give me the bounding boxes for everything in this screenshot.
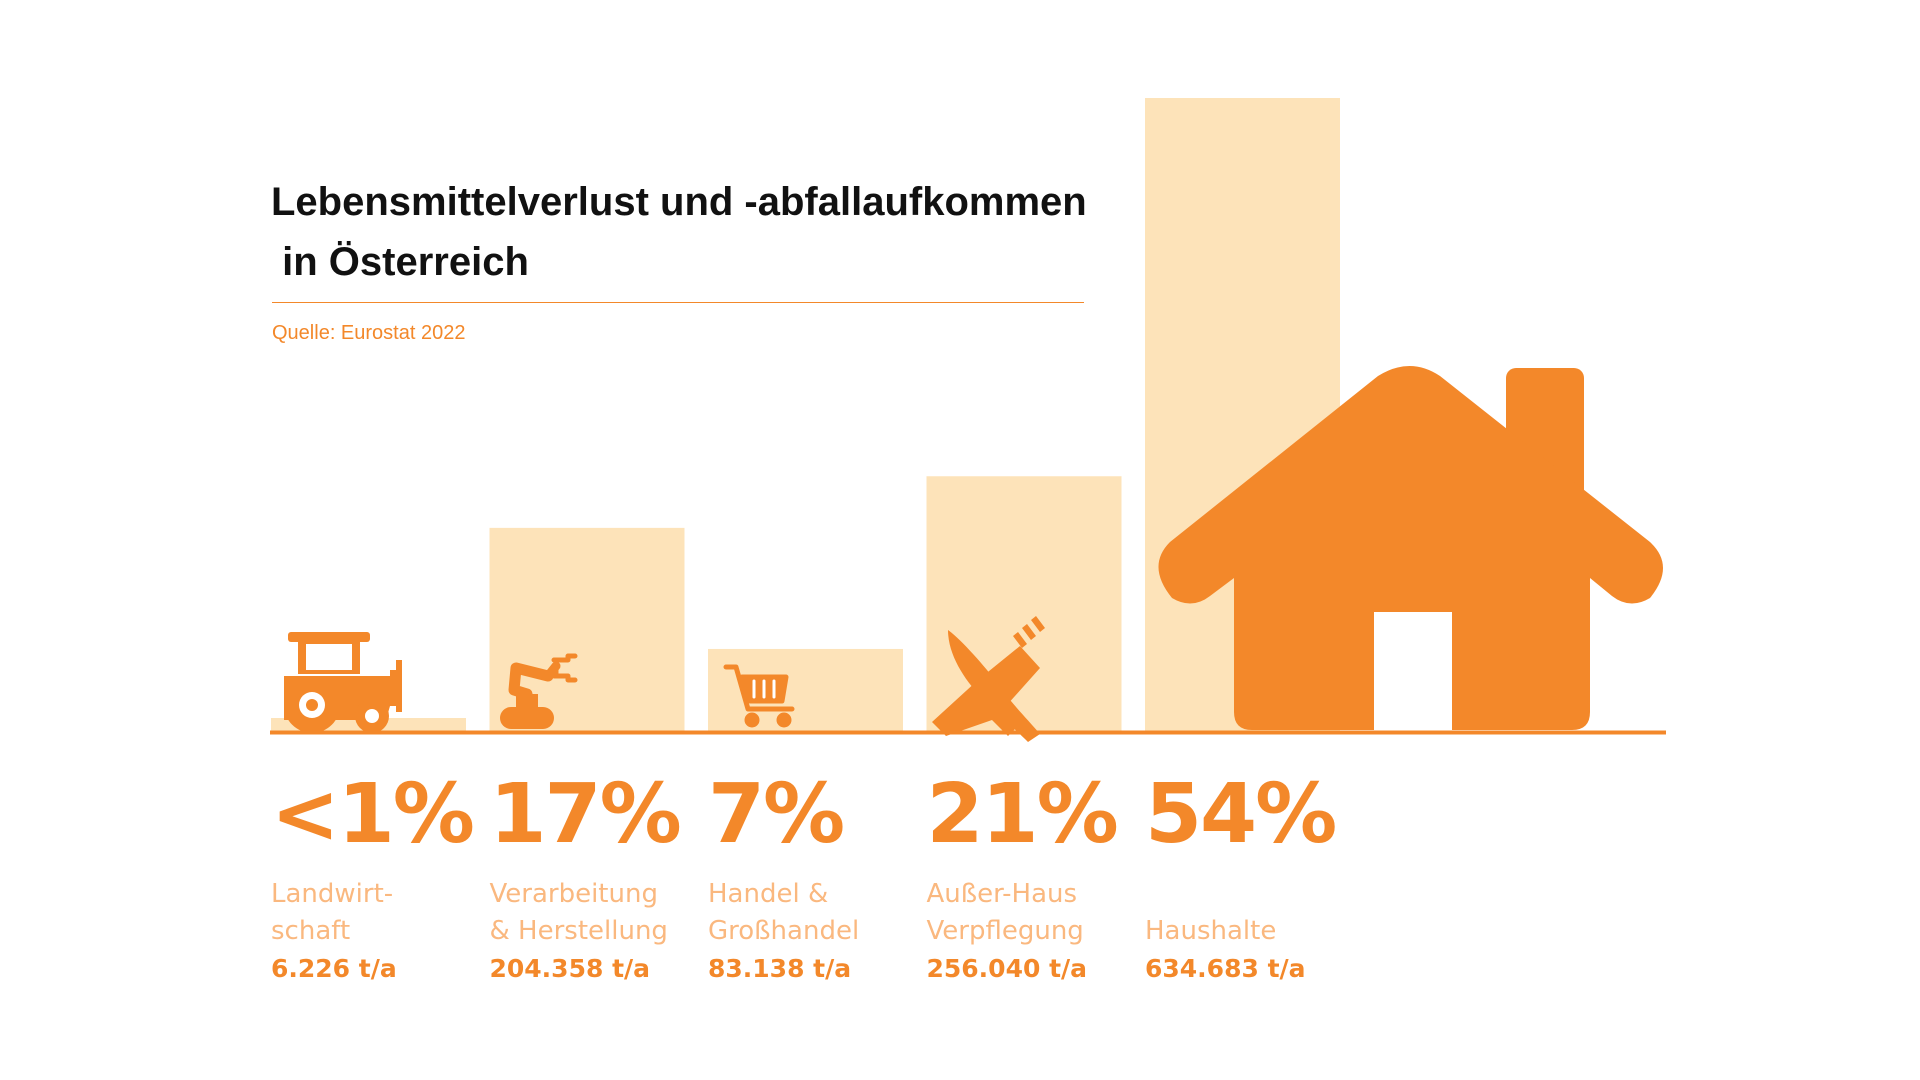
category-label-line: Großhandel: [708, 916, 860, 946]
source-note: Quelle: Eurostat 2022: [272, 322, 466, 344]
percent-label: 17%: [489, 767, 682, 862]
shopping-cart-icon: [723, 664, 795, 728]
category-label: Haushalte: [1145, 876, 1276, 950]
category-label-line: Handel &: [708, 879, 829, 909]
chart-title-line-2: in Österreich: [271, 240, 529, 284]
chart-title: Lebensmittelverlust und -abfallaufkommen…: [271, 172, 1171, 292]
category-label-line: Haushalte: [1145, 916, 1277, 946]
amount-label: 83.138 t/a: [708, 954, 852, 983]
category-label: Außer-Haus Verpflegung: [927, 876, 1084, 950]
tractor-icon: [284, 632, 402, 733]
amount-label: 256.040 t/a: [926, 954, 1088, 983]
percent-label: 54%: [1145, 767, 1337, 862]
category-label-line: & Herstellung: [489, 916, 668, 946]
percent-label: 21%: [926, 767, 1119, 862]
category-label-line: Landwirt-: [271, 879, 394, 909]
robot-arm-icon: [500, 653, 578, 729]
category-label-line: schaft: [271, 916, 351, 946]
house-icon: [1158, 366, 1663, 730]
category-label-line: Außer-Haus: [926, 879, 1078, 909]
amount-label: 204.358 t/a: [489, 954, 651, 983]
category-label-line: [1145, 876, 1276, 913]
title-divider: [272, 302, 1084, 303]
chart-title-line-1: Lebensmittelverlust und -abfallaufkommen: [271, 180, 1087, 224]
amount-label: 634.683 t/a: [1145, 954, 1306, 983]
bar-4: [926, 476, 1122, 732]
category-label: Handel & Großhandel: [708, 876, 859, 950]
category-label-line: Verpflegung: [926, 916, 1084, 946]
category-label: Verarbeitung & Herstellung: [490, 876, 668, 950]
category-label: Landwirt-schaft: [271, 876, 393, 950]
bar-3: [708, 648, 903, 732]
category-label-line: Verarbeitung: [489, 879, 658, 909]
percent-label: 7%: [708, 767, 845, 862]
percent-label: <1%: [271, 767, 475, 862]
knife-fork-icon: [932, 616, 1045, 742]
amount-label: 6.226 t/a: [271, 954, 397, 983]
